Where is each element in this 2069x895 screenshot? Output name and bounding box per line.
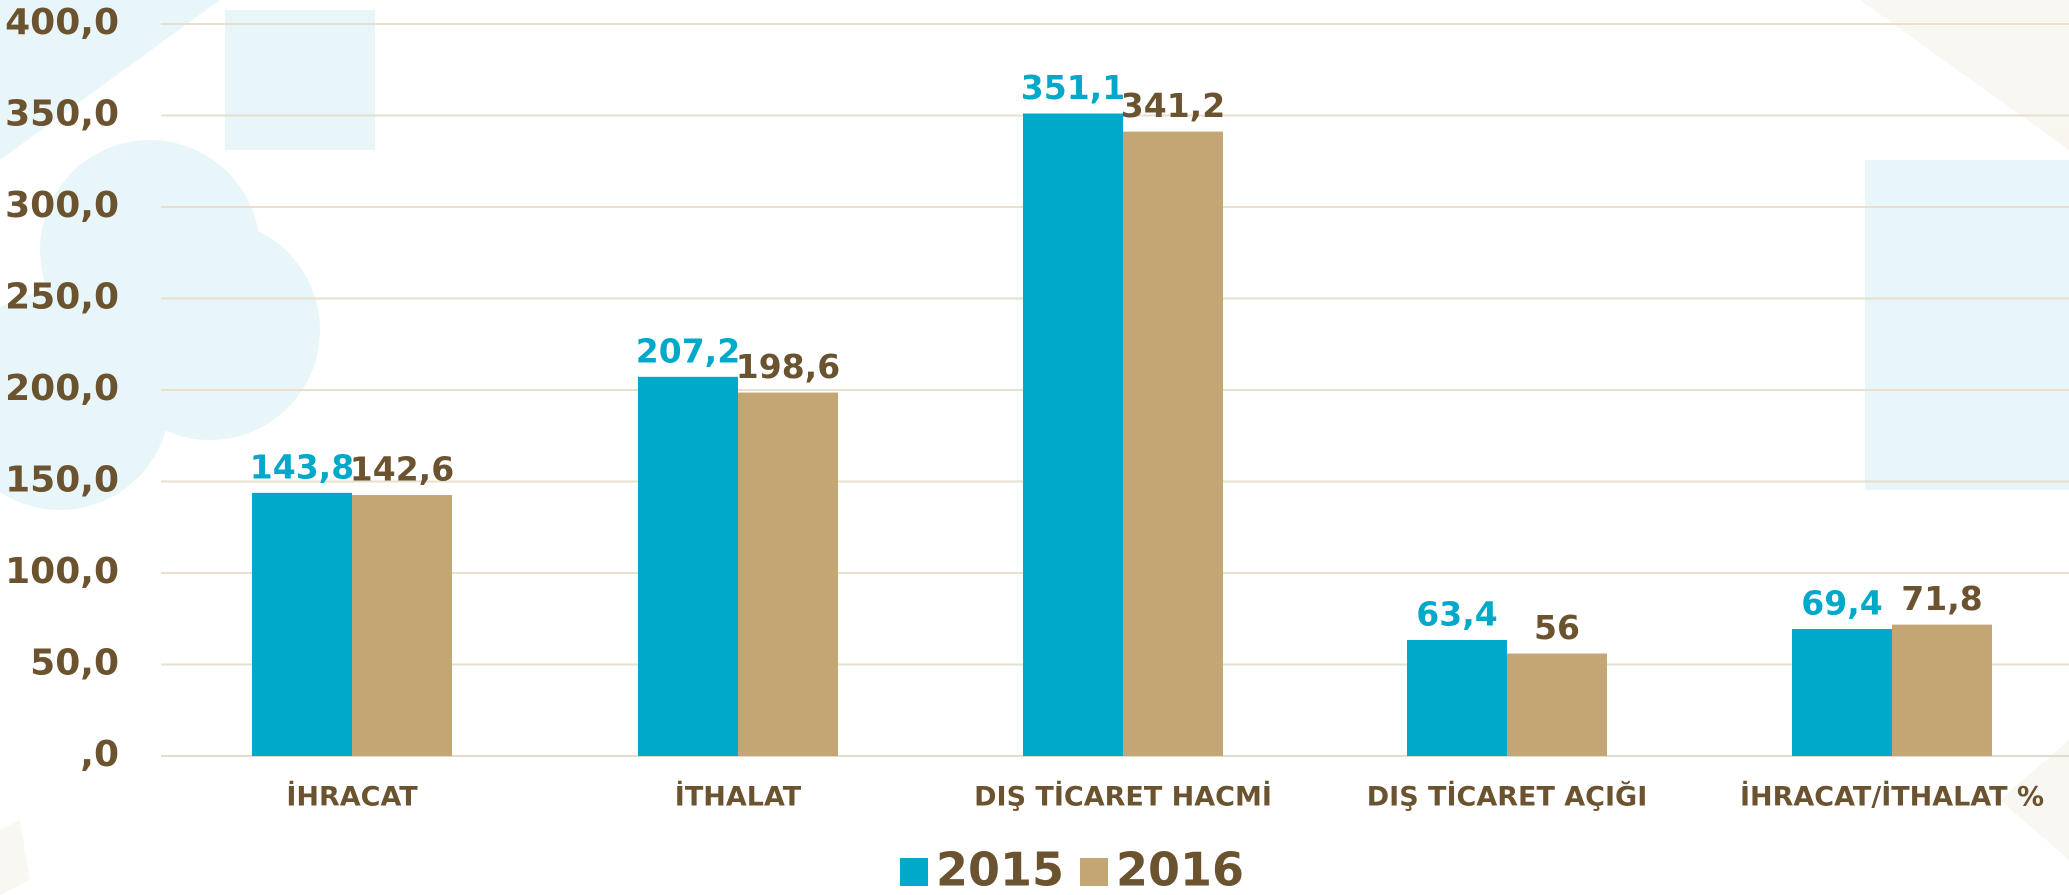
bar: [1507, 653, 1607, 756]
value-label: 351,1: [1021, 68, 1125, 107]
y-tick-label: 100,0: [5, 551, 119, 592]
bar: [1892, 624, 1992, 756]
bar: [1123, 131, 1223, 756]
bar: [638, 376, 738, 756]
y-tick-label: 400,0: [5, 2, 119, 43]
legend-swatch: [1080, 858, 1108, 886]
value-label: 143,8: [250, 447, 354, 486]
y-tick-label: 200,0: [5, 368, 119, 409]
x-tick-label: İHRACAT/İTHALAT %: [1740, 781, 2044, 813]
x-tick-label: DIŞ TİCARET HACMİ: [974, 781, 1272, 813]
y-tick-label: 300,0: [5, 185, 119, 226]
value-label: 69,4: [1801, 583, 1882, 622]
y-tick-label: 250,0: [5, 277, 119, 318]
value-label: 207,2: [636, 331, 740, 370]
bar: [738, 392, 838, 756]
bar: [1792, 628, 1892, 756]
value-label: 71,8: [1901, 579, 1982, 618]
bar: [1407, 639, 1507, 756]
y-tick-label: 150,0: [5, 460, 119, 501]
bar: [252, 492, 352, 756]
bar: [352, 495, 452, 756]
legend-label: 2016: [1116, 843, 1244, 895]
value-label: 341,2: [1121, 86, 1225, 125]
value-label: 63,4: [1416, 594, 1497, 633]
x-tick-label: DIŞ TİCARET AÇIĞI: [1367, 781, 1648, 813]
legend-swatch: [900, 858, 928, 886]
value-label: 142,6: [350, 450, 454, 489]
bar: [1023, 113, 1123, 756]
x-tick-label: İHRACAT: [286, 781, 418, 813]
y-tick-label: ,0: [80, 734, 119, 775]
value-label: 198,6: [736, 347, 840, 386]
y-tick-label: 350,0: [5, 94, 119, 135]
y-tick-label: 50,0: [30, 643, 119, 684]
value-label: 56: [1534, 608, 1580, 647]
legend-label: 2015: [936, 843, 1064, 895]
x-tick-label: İTHALAT: [675, 781, 802, 813]
